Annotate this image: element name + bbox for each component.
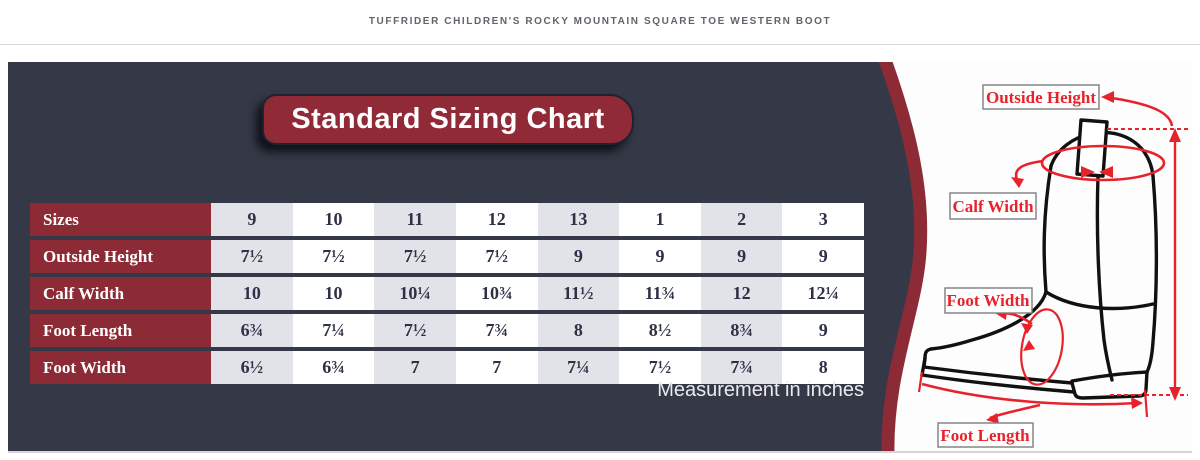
table-cell: 12 xyxy=(455,203,538,236)
table-row: Foot Width 6½ 6¾ 7 7 7¼ 7½ 7¾ 8 xyxy=(30,351,864,384)
row-label: Foot Length xyxy=(30,314,211,347)
table-row: Outside Height 7½ 7½ 7½ 7½ 9 9 9 9 xyxy=(30,240,864,273)
table-cell: 7½ xyxy=(455,240,538,273)
table-cell: 10¼ xyxy=(374,277,456,310)
measurement-note: Measurement in inches xyxy=(657,379,864,401)
table-cell: 1 xyxy=(619,203,701,236)
table-row: Sizes 9 10 11 12 13 1 2 3 xyxy=(30,203,864,236)
table-cell: 7¾ xyxy=(455,314,538,347)
table-cell: 7¾ xyxy=(700,351,783,384)
table-cell: 8 xyxy=(782,351,864,384)
row-label: Calf Width xyxy=(30,277,211,310)
table-cell: 11¾ xyxy=(619,277,701,310)
row-label: Outside Height xyxy=(30,240,211,273)
chart-title: Standard Sizing Chart xyxy=(291,103,605,135)
table-cell: 7 xyxy=(455,351,538,384)
table-cell: 7½ xyxy=(619,351,701,384)
sizing-table: Sizes 9 10 11 12 13 1 2 3 Outside Height 7½ 7½ 7½ 7½ 9… xyxy=(30,203,864,388)
table-cell: 9 xyxy=(700,240,783,273)
table-row: Foot Length 6¾ 7¼ 7½ 7¾ 8 8½ 8¾ 9 xyxy=(30,314,864,347)
diagram-label-boxes: Outside Height Calf Width Foot Width Foo… xyxy=(937,84,1100,448)
outside-height-label: Outside Height xyxy=(986,88,1096,107)
table-cell: 9 xyxy=(782,314,864,347)
table-row: Calf Width 10 10 10¼ 10¾ 11½ 11¾ 12 12¼ xyxy=(30,277,864,310)
sizing-chart-panel: Standard Sizing Chart Sizes 9 10 11 12 13 1 2 3 O… xyxy=(8,62,1192,453)
foot-width-label: Foot Width xyxy=(947,291,1031,310)
table-cell: 3 xyxy=(782,203,864,236)
chart-title-banner: Standard Sizing Chart xyxy=(262,94,634,145)
table-cell: 7¼ xyxy=(537,351,620,384)
diagram-background xyxy=(885,62,1192,451)
table-cell: 8¾ xyxy=(700,314,783,347)
table-cell: 7½ xyxy=(292,240,375,273)
table-cell: 7 xyxy=(374,351,456,384)
table-cell: 12¼ xyxy=(782,277,864,310)
table-cell: 2 xyxy=(700,203,783,236)
foot-length-label: Foot Length xyxy=(940,426,1030,445)
foot-width-ellipse xyxy=(1020,308,1064,386)
table-cell: 8 xyxy=(537,314,620,347)
table-cell: 11 xyxy=(374,203,456,236)
row-label: Foot Width xyxy=(30,351,211,384)
table-cell: 9 xyxy=(782,240,864,273)
arrowheads xyxy=(986,91,1181,424)
boot-measurement-diagram: Outside Height Calf Width Foot Width Foo… xyxy=(878,62,1192,451)
row-label: Sizes xyxy=(30,203,211,236)
table-cell: 12 xyxy=(700,277,783,310)
table-cell: 7½ xyxy=(211,240,293,273)
table-cell: 7½ xyxy=(374,314,456,347)
header-divider xyxy=(0,44,1200,45)
table-cell: 9 xyxy=(537,240,620,273)
product-title: TUFFRIDER CHILDREN'S ROCKY MOUNTAIN SQUA… xyxy=(368,16,832,27)
table-cell: 11½ xyxy=(537,277,620,310)
calf-width-ellipse xyxy=(1040,144,1166,182)
table-cell: 7¼ xyxy=(292,314,375,347)
table-cell: 9 xyxy=(619,240,701,273)
table-cell: 6¾ xyxy=(292,351,375,384)
boot-illustration xyxy=(920,118,1159,400)
calf-width-label: Calf Width xyxy=(952,197,1034,216)
table-cell: 8½ xyxy=(619,314,701,347)
table-cell: 6½ xyxy=(211,351,293,384)
table-cell: 6¾ xyxy=(211,314,293,347)
table-cell: 7½ xyxy=(374,240,456,273)
table-cell: 13 xyxy=(537,203,620,236)
table-cell: 9 xyxy=(211,203,293,236)
curve-accent-band xyxy=(878,62,928,451)
table-cell: 10 xyxy=(292,277,375,310)
table-cell: 10 xyxy=(211,277,293,310)
table-cell: 10 xyxy=(292,203,375,236)
table-cell: 10¾ xyxy=(455,277,538,310)
